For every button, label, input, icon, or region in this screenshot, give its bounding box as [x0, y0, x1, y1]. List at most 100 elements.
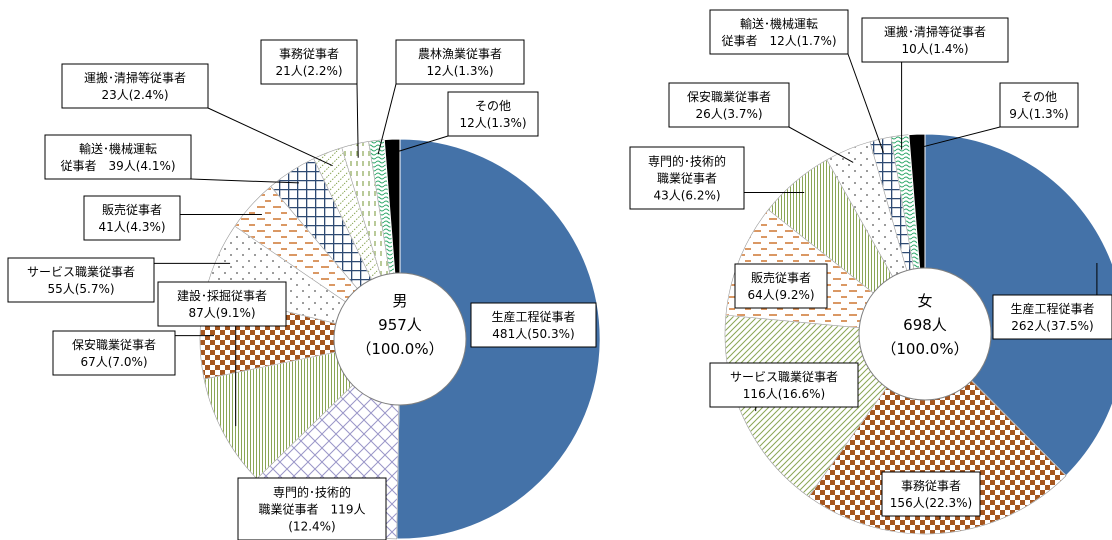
slice-label-line: 販売従事者 [102, 202, 162, 217]
slice-label-line: (12.4%) [288, 520, 335, 534]
slice-label: 生産工程従事者 262人(37.5%) [992, 294, 1112, 340]
leader-line [917, 126, 1001, 149]
label-box [470, 302, 597, 348]
slice-label-line: 運搬･清掃等従事者 [84, 70, 186, 85]
slice-label-line: 43人(6.2%) [653, 189, 720, 203]
slice-label-line: 職業従事者 119人 [259, 503, 366, 517]
slice-label: 事務従事者 21人(2.2%) [260, 39, 358, 85]
leader-line [207, 107, 333, 167]
center-total-label: 957人 [378, 316, 422, 334]
label-box [7, 257, 155, 303]
label-box [999, 82, 1079, 128]
slice-label-line: 67人(7.0%) [80, 355, 147, 369]
slice-label: 運搬･清掃等従事者 23人(2.4%) [61, 63, 209, 109]
slice-label-line: 21人(2.2%) [275, 64, 342, 78]
slice-label-line: 事務従事者 [901, 479, 961, 493]
center-total-label: （100.0%） [881, 340, 968, 358]
slice-label-line: 従事者 12人(1.7%) [721, 34, 836, 48]
label-box [52, 330, 176, 376]
center-total-label: 698人 [903, 316, 947, 334]
label-box [992, 294, 1112, 340]
leader-line [847, 53, 884, 153]
slice-label: 農林漁業従事者 12人(1.3%) [395, 39, 525, 85]
label-box [709, 9, 849, 55]
leader-line [356, 83, 359, 158]
center-total-label: 男 [392, 292, 407, 310]
slice-label-line: 販売従事者 [751, 270, 811, 285]
slice-label-line: 生産工程従事者 [491, 309, 575, 324]
donut-hole [333, 272, 467, 406]
slice-label: 生産工程従事者 481人(50.3%) [470, 302, 597, 348]
slice-label-line: 専門的･技術的 [648, 154, 726, 169]
slice-label-line: 9人(1.3%) [1009, 107, 1069, 121]
slice-label-line: 26人(3.7%) [695, 107, 762, 121]
slice-label-line: 55人(5.7%) [47, 282, 114, 296]
slice-label-line: 専門的･技術的 [273, 485, 351, 500]
label-box [395, 39, 525, 85]
slice-label-line: 262人(37.5%) [1011, 319, 1093, 333]
slice-label-line: 職業従事者 [657, 172, 717, 186]
slice-outline [724, 314, 926, 498]
slice-label-line: その他 [475, 99, 511, 113]
label-box [83, 195, 181, 241]
slice-label-line: サービス職業従事者 [730, 370, 838, 384]
slice-label: その他 9人(1.3%) [999, 82, 1079, 128]
label-box [237, 477, 387, 540]
slice-label-line: サービス職業従事者 [27, 265, 135, 279]
slice-label: サービス職業従事者 116人(16.6%) [709, 362, 859, 408]
slice-label-line: 生産工程従事者 [1010, 301, 1094, 316]
slice-label-line: 10人(1.4%) [901, 42, 968, 56]
label-box [861, 17, 1009, 63]
slice-label-line: 41人(4.3%) [98, 220, 165, 234]
label-box [157, 281, 287, 327]
slice-label-line: 保安職業従事者 [687, 89, 771, 104]
slice-label-line: 12人(1.3%) [426, 64, 493, 78]
slice-label-line: 農林漁業従事者 [418, 47, 502, 61]
label-box [734, 263, 828, 309]
slice-outline [725, 209, 926, 335]
leader-line [392, 135, 449, 154]
label-box [668, 82, 790, 128]
slice-label-line: 従事者 39人(4.1%) [60, 159, 175, 173]
slice-label: 販売従事者 41人(4.3%) [83, 195, 181, 241]
leader-line [788, 126, 854, 163]
slice-label: 建設･採掘従事者 87人(9.1%) [157, 281, 287, 327]
donut-hole [858, 267, 992, 401]
slice-label-line: 156人(22.3%) [890, 496, 972, 510]
slice-label: その他 12人(1.3%) [447, 91, 539, 137]
slice-label: 事務従事者 156人(22.3%) [881, 471, 981, 517]
slice-label-line: 64人(9.2%) [747, 288, 814, 302]
slice-label-line: 12人(1.3%) [459, 116, 526, 130]
slice-label: 保安職業従事者 67人(7.0%) [52, 330, 176, 376]
slice-outline [808, 333, 1067, 535]
slice-label-line: 23人(2.4%) [101, 88, 168, 102]
label-box [447, 91, 539, 137]
center-total-label: （100.0%） [356, 340, 443, 358]
slice-label-line: 輸送･機械運転 [740, 16, 818, 31]
slice-label-line: 輸送･機械運転 [79, 141, 157, 156]
slice-label: サービス職業従事者 55人(5.7%) [7, 257, 155, 303]
slice-outline [203, 338, 401, 480]
slice-label: 保安職業従事者 26人(3.7%) [668, 82, 790, 128]
center-total-label: 女 [917, 292, 932, 310]
slice-label-line: その他 [1021, 90, 1057, 104]
slice-label-line: 建設･採掘従事者 [177, 288, 267, 303]
slice-label-line: 116人(16.6%) [743, 387, 825, 401]
slice-label: 運搬･清掃等従事者 10人(1.4%) [861, 17, 1009, 63]
slice-label-line: 87人(9.1%) [188, 306, 255, 320]
label-box [260, 39, 358, 85]
slice-label-line: 事務従事者 [279, 47, 339, 61]
label-box [61, 63, 209, 109]
label-box [709, 362, 859, 408]
slice-label-line: 保安職業従事者 [72, 337, 156, 352]
slice-label-line: 481人(50.3%) [492, 327, 574, 341]
slice-label-line: 運搬･清掃等従事者 [884, 24, 986, 39]
slice-label: 販売従事者 64人(9.2%) [734, 263, 828, 309]
label-box [44, 134, 192, 180]
leader-line [377, 83, 397, 155]
